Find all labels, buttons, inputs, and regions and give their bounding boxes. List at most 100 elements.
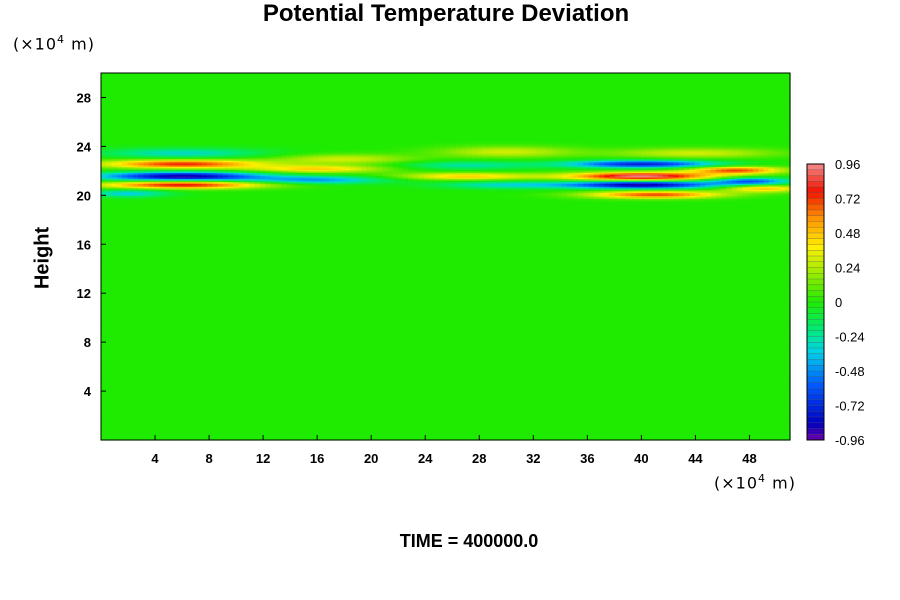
heatmap-cell [609, 415, 616, 418]
heatmap-cell [503, 426, 510, 429]
heatmap-cell [641, 432, 648, 435]
heatmap-cell [673, 435, 680, 438]
heatmap-cell [567, 418, 574, 421]
heatmap-cell [164, 414, 171, 417]
heatmap-cell [673, 420, 680, 423]
heatmap-cell [562, 426, 568, 429]
heatmap-cell [699, 421, 706, 424]
heatmap-cell [684, 414, 690, 417]
heatmap-cell [328, 417, 335, 420]
heatmap-cell [207, 429, 213, 432]
heatmap-cell [127, 412, 134, 415]
heatmap-cell [429, 417, 436, 420]
heatmap-cell [503, 427, 510, 430]
heatmap-cell [509, 414, 515, 417]
heatmap-cell [164, 424, 171, 427]
heatmap-cell [779, 415, 786, 418]
heatmap-cell [244, 412, 250, 415]
heatmap-cell [185, 412, 192, 415]
heatmap-cell [482, 420, 489, 423]
heatmap-cell [604, 433, 611, 437]
heatmap-cell [636, 414, 643, 417]
heatmap-cell [413, 426, 420, 429]
heatmap-cell [355, 417, 362, 420]
heatmap-cell [461, 420, 468, 423]
heatmap-cell [381, 432, 388, 435]
heatmap-cell [498, 418, 505, 421]
heatmap-cell [503, 412, 510, 415]
heatmap-cell [737, 417, 743, 420]
heatmap-cell [127, 417, 134, 420]
heatmap-cell [334, 420, 341, 423]
heatmap-cell [148, 423, 155, 426]
heatmap-cell [228, 420, 235, 423]
heatmap-cell [334, 429, 341, 432]
heatmap-cell [609, 435, 616, 438]
heatmap-cell [440, 417, 447, 420]
heatmap-cell [599, 415, 606, 418]
heatmap-cell [710, 430, 717, 433]
heatmap-cell [694, 421, 701, 424]
heatmap-cell [328, 414, 335, 417]
heatmap-cell [482, 427, 489, 430]
heatmap-cell [440, 418, 447, 421]
heatmap-cell [201, 417, 208, 420]
heatmap-cell [233, 415, 240, 418]
heatmap-cell [339, 424, 346, 427]
heatmap-cell [212, 420, 219, 423]
heatmap-cell [487, 420, 494, 423]
heatmap-cell [763, 414, 770, 417]
heatmap-cell [652, 426, 659, 429]
heatmap-cell [657, 415, 664, 418]
heatmap-cell [588, 430, 595, 433]
heatmap-cell [509, 432, 515, 435]
heatmap-cell [366, 421, 372, 424]
heatmap-cell [726, 426, 733, 429]
heatmap-cell [631, 418, 637, 421]
heatmap-cell [403, 433, 409, 437]
heatmap-cell [403, 435, 409, 438]
heatmap-cell [397, 417, 404, 420]
heatmap-cell [583, 433, 590, 437]
heatmap-cell [752, 417, 759, 420]
heatmap-cell [466, 423, 473, 426]
heatmap-cell [138, 423, 144, 426]
heatmap-cell [424, 412, 431, 415]
heatmap-cell [191, 429, 197, 432]
heatmap-cell [238, 424, 245, 427]
heatmap-cell [525, 424, 531, 427]
heatmap-cell [111, 430, 118, 433]
heatmap-cell [694, 429, 701, 432]
heatmap-cell [323, 436, 330, 440]
heatmap-cell [233, 429, 240, 432]
heatmap-cell [101, 432, 107, 435]
heatmap-cell [196, 432, 203, 435]
heatmap-cell [631, 433, 637, 437]
heatmap-cell [307, 433, 314, 437]
heatmap-cell [731, 432, 738, 435]
heatmap-cell [328, 418, 335, 421]
heatmap-cell [498, 424, 505, 427]
heatmap-cell [238, 432, 245, 435]
heatmap-cell [678, 420, 685, 423]
heatmap-cell [678, 430, 685, 433]
heatmap-cell [424, 427, 431, 430]
heatmap-cell [673, 415, 680, 418]
heatmap-cell [758, 415, 765, 418]
heatmap-cell [222, 426, 229, 429]
heatmap-cell [196, 424, 203, 427]
heatmap-cell [339, 430, 346, 433]
heatmap-cell [249, 414, 256, 417]
heatmap-cell [768, 430, 775, 433]
heatmap-cell [397, 414, 404, 417]
heatmap-cell [286, 427, 293, 430]
heatmap-cell [344, 423, 351, 426]
heatmap-cell [726, 427, 733, 430]
heatmap-cell [684, 417, 690, 420]
heatmap-cell [381, 435, 388, 438]
heatmap-cell [588, 424, 595, 427]
heatmap-cell [233, 427, 240, 430]
heatmap-cell [604, 423, 611, 426]
heatmap-cell [196, 429, 203, 432]
heatmap-cell [154, 433, 160, 437]
